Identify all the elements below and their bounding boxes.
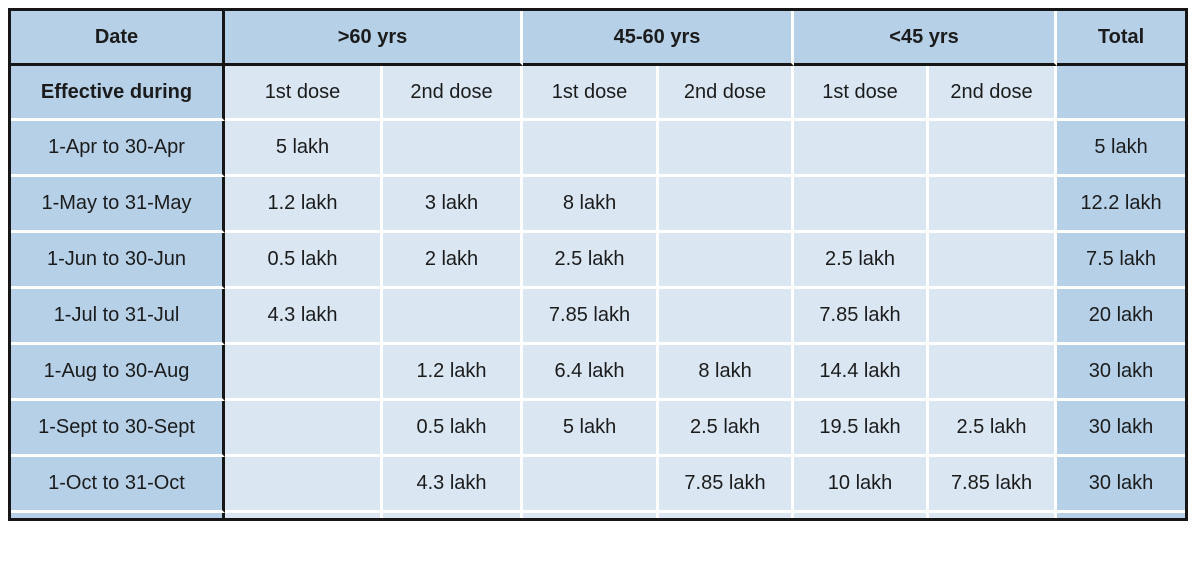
table-row-may: 1-May to 31-May 1.2 lakh 3 lakh 8 lakh 1… <box>11 177 1186 233</box>
value-cell: 2.5 lakh <box>929 401 1058 457</box>
dose-header-cell: 1st dose <box>523 66 660 121</box>
dose-header-cell: 2nd dose <box>929 66 1058 121</box>
spacer-cell <box>1057 513 1186 518</box>
value-cell <box>659 233 795 289</box>
value-cell <box>225 401 383 457</box>
value-cell <box>929 177 1058 233</box>
header-cell-under-45: <45 yrs <box>794 11 1058 66</box>
value-cell <box>523 457 660 513</box>
value-cell: 7.85 lakh <box>659 457 795 513</box>
header-cell-date: Date <box>11 11 225 66</box>
spacer-cell <box>225 513 383 518</box>
value-cell: 1.2 lakh <box>383 345 524 401</box>
value-cell <box>523 121 660 177</box>
date-cell: 1-Jul to 31-Jul <box>11 289 225 345</box>
header-row-doses: Effective during 1st dose 2nd dose 1st d… <box>11 66 1186 121</box>
dose-header-cell: 2nd dose <box>383 66 524 121</box>
spacer-cell <box>659 513 795 518</box>
table-row-jul: 1-Jul to 31-Jul 4.3 lakh 7.85 lakh 7.85 … <box>11 289 1186 345</box>
total-cell: 5 lakh <box>1057 121 1186 177</box>
value-cell: 4.3 lakh <box>383 457 524 513</box>
spacer-cell <box>523 513 660 518</box>
value-cell: 3 lakh <box>383 177 524 233</box>
spacer-cell <box>11 513 225 518</box>
value-cell: 5 lakh <box>225 121 383 177</box>
value-cell <box>929 121 1058 177</box>
dose-header-cell: 2nd dose <box>659 66 795 121</box>
value-cell: 7.85 lakh <box>523 289 660 345</box>
date-cell: 1-Apr to 30-Apr <box>11 121 225 177</box>
value-cell <box>383 121 524 177</box>
value-cell <box>929 345 1058 401</box>
schedule-table: Date >60 yrs 45-60 yrs <45 yrs Total Eff… <box>11 11 1186 518</box>
spacer-cell <box>794 513 930 518</box>
date-cell: 1-Sept to 30-Sept <box>11 401 225 457</box>
value-cell: 2 lakh <box>383 233 524 289</box>
value-cell <box>659 289 795 345</box>
value-cell: 10 lakh <box>794 457 930 513</box>
value-cell: 1.2 lakh <box>225 177 383 233</box>
value-cell <box>794 121 930 177</box>
header-cell-total: Total <box>1057 11 1186 66</box>
value-cell: 2.5 lakh <box>794 233 930 289</box>
header-row-groups: Date >60 yrs 45-60 yrs <45 yrs Total <box>11 11 1186 66</box>
spacer-cell <box>383 513 524 518</box>
value-cell <box>659 121 795 177</box>
effective-during-label: Effective during <box>11 66 225 121</box>
value-cell: 7.85 lakh <box>929 457 1058 513</box>
value-cell: 19.5 lakh <box>794 401 930 457</box>
table-row-jun: 1-Jun to 30-Jun 0.5 lakh 2 lakh 2.5 lakh… <box>11 233 1186 289</box>
value-cell: 0.5 lakh <box>225 233 383 289</box>
total-cell: 30 lakh <box>1057 401 1186 457</box>
value-cell: 4.3 lakh <box>225 289 383 345</box>
value-cell: 2.5 lakh <box>523 233 660 289</box>
value-cell: 8 lakh <box>659 345 795 401</box>
value-cell: 0.5 lakh <box>383 401 524 457</box>
total-header-spacer-cell <box>1057 66 1186 121</box>
header-cell-45-60: 45-60 yrs <box>523 11 795 66</box>
value-cell: 7.85 lakh <box>794 289 930 345</box>
value-cell <box>794 177 930 233</box>
value-cell <box>929 289 1058 345</box>
table-row-oct: 1-Oct to 31-Oct 4.3 lakh 7.85 lakh 10 la… <box>11 457 1186 513</box>
vaccination-schedule-table: Date >60 yrs 45-60 yrs <45 yrs Total Eff… <box>8 8 1189 521</box>
value-cell: 6.4 lakh <box>523 345 660 401</box>
table-row-apr: 1-Apr to 30-Apr 5 lakh 5 lakh <box>11 121 1186 177</box>
date-cell: 1-Oct to 31-Oct <box>11 457 225 513</box>
value-cell <box>383 289 524 345</box>
value-cell: 5 lakh <box>523 401 660 457</box>
header-cell-over-60: >60 yrs <box>225 11 524 66</box>
total-cell: 7.5 lakh <box>1057 233 1186 289</box>
value-cell: 2.5 lakh <box>659 401 795 457</box>
value-cell <box>929 233 1058 289</box>
total-cell: 30 lakh <box>1057 457 1186 513</box>
total-cell: 30 lakh <box>1057 345 1186 401</box>
date-cell: 1-Jun to 30-Jun <box>11 233 225 289</box>
value-cell: 14.4 lakh <box>794 345 930 401</box>
total-cell: 20 lakh <box>1057 289 1186 345</box>
table-row-sept: 1-Sept to 30-Sept 0.5 lakh 5 lakh 2.5 la… <box>11 401 1186 457</box>
value-cell: 8 lakh <box>523 177 660 233</box>
table-row-aug: 1-Aug to 30-Aug 1.2 lakh 6.4 lakh 8 lakh… <box>11 345 1186 401</box>
value-cell <box>225 345 383 401</box>
dose-header-cell: 1st dose <box>225 66 383 121</box>
table-row-bottom-spacer <box>11 513 1186 518</box>
value-cell <box>225 457 383 513</box>
spacer-cell <box>929 513 1058 518</box>
date-cell: 1-Aug to 30-Aug <box>11 345 225 401</box>
date-cell: 1-May to 31-May <box>11 177 225 233</box>
value-cell <box>659 177 795 233</box>
dose-header-cell: 1st dose <box>794 66 930 121</box>
total-cell: 12.2 lakh <box>1057 177 1186 233</box>
